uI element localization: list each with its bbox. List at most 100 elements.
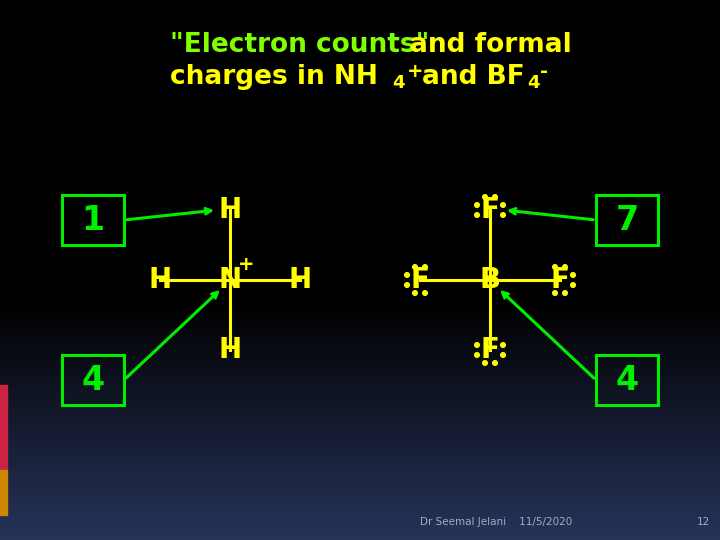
Circle shape: [500, 343, 505, 347]
Bar: [0, 395, 720, 396]
Bar: [0, 302, 720, 303]
Circle shape: [500, 213, 505, 217]
Bar: [0, 304, 720, 306]
Bar: [0, 312, 720, 314]
Bar: [0, 306, 720, 307]
Bar: [0, 305, 720, 307]
Bar: [0, 415, 720, 416]
Bar: [0, 519, 720, 521]
Bar: [0, 386, 720, 388]
Bar: [0, 381, 720, 382]
Bar: [0, 328, 720, 329]
Bar: [0, 372, 720, 374]
Bar: [0, 453, 720, 455]
Bar: [0, 390, 720, 392]
Bar: [0, 394, 720, 395]
Bar: [0, 361, 720, 362]
Bar: [0, 433, 720, 435]
Bar: [0, 315, 720, 316]
Bar: [0, 383, 720, 384]
Bar: [0, 469, 720, 470]
Bar: [0, 323, 720, 325]
Bar: [62, 195, 124, 245]
Bar: [0, 376, 720, 377]
Bar: [0, 533, 720, 535]
Bar: [0, 484, 720, 485]
Bar: [0, 481, 720, 483]
Bar: [0, 530, 720, 531]
Bar: [0, 448, 720, 449]
Bar: [62, 355, 124, 405]
Bar: [0, 310, 720, 312]
Bar: [0, 494, 720, 496]
Text: H: H: [289, 266, 312, 294]
Circle shape: [405, 283, 409, 287]
Bar: [0, 317, 720, 319]
Bar: [0, 409, 720, 410]
Text: charges in NH: charges in NH: [170, 64, 378, 90]
Bar: [0, 535, 720, 537]
Text: and BF: and BF: [422, 64, 525, 90]
Bar: [0, 456, 720, 457]
Circle shape: [563, 291, 567, 295]
Bar: [0, 341, 720, 342]
Bar: [0, 364, 720, 366]
Bar: [0, 401, 720, 402]
Bar: [0, 512, 720, 514]
Bar: [0, 426, 720, 428]
Circle shape: [553, 291, 557, 295]
Text: 4: 4: [616, 363, 639, 396]
Bar: [0, 339, 720, 341]
Bar: [0, 476, 720, 477]
Bar: [0, 522, 720, 523]
Bar: [0, 441, 720, 442]
Text: F: F: [480, 336, 500, 364]
Bar: [0, 369, 720, 370]
Bar: [0, 451, 720, 453]
Text: 4: 4: [81, 363, 104, 396]
Bar: [0, 508, 720, 510]
Bar: [0, 527, 720, 529]
Bar: [0, 458, 720, 460]
Bar: [0, 321, 720, 322]
Text: 12: 12: [697, 517, 710, 527]
Bar: [0, 334, 720, 335]
Circle shape: [500, 202, 505, 207]
Bar: [0, 435, 720, 436]
Bar: [0, 332, 720, 334]
Circle shape: [474, 202, 480, 207]
Bar: [0, 427, 720, 429]
Circle shape: [423, 265, 427, 269]
Bar: [0, 515, 720, 516]
Circle shape: [405, 273, 409, 278]
Bar: [0, 503, 720, 504]
Bar: [0, 528, 720, 530]
Bar: [0, 422, 720, 423]
Bar: [0, 385, 720, 387]
Bar: [0, 455, 720, 456]
Bar: [0, 509, 720, 510]
Bar: [0, 407, 720, 408]
Text: F: F: [480, 196, 500, 224]
Bar: [0, 419, 720, 421]
Bar: [0, 487, 720, 489]
Bar: [0, 307, 720, 308]
Bar: [0, 417, 720, 418]
Bar: [0, 429, 720, 430]
Circle shape: [482, 361, 487, 365]
Bar: [0, 529, 720, 530]
Bar: [0, 396, 720, 397]
Bar: [0, 437, 720, 438]
Bar: [0, 313, 720, 314]
Bar: [0, 397, 720, 399]
Circle shape: [474, 353, 480, 357]
Bar: [0, 368, 720, 369]
Bar: [0, 504, 720, 505]
Bar: [0, 347, 720, 348]
Circle shape: [492, 361, 498, 365]
Bar: [0, 472, 720, 474]
Bar: [0, 367, 720, 368]
Bar: [0, 473, 720, 475]
Bar: [0, 326, 720, 327]
Bar: [0, 428, 720, 429]
